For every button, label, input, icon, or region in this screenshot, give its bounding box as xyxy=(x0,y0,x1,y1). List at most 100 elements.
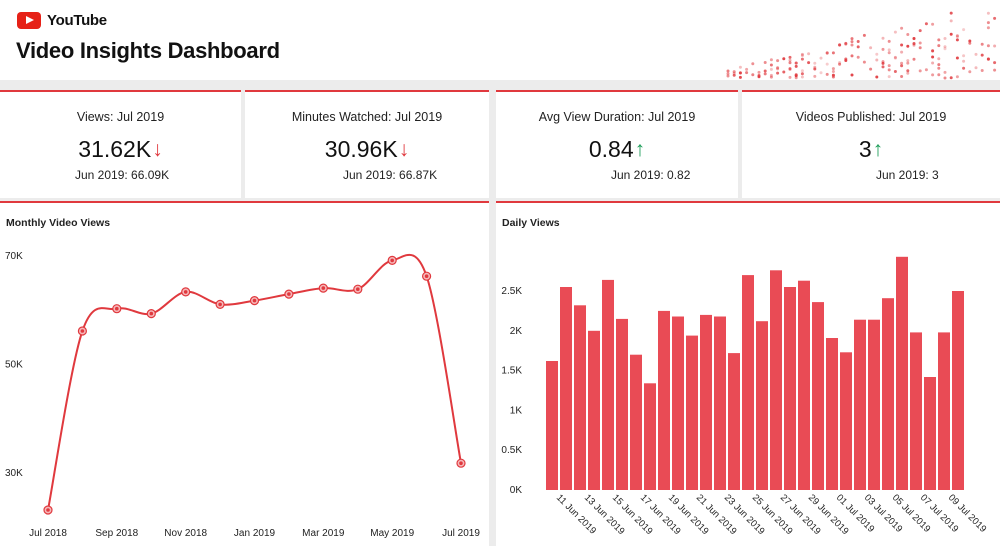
decor-dot xyxy=(980,42,984,46)
decor-dot xyxy=(875,52,879,56)
decor-dot xyxy=(813,67,817,71)
bar xyxy=(560,287,572,490)
decor-dot xyxy=(931,61,935,65)
y-tick-label: 2.5K xyxy=(501,286,522,297)
decor-dot xyxy=(912,57,916,61)
decor-dot xyxy=(782,70,786,74)
x-tick-label: May 2019 xyxy=(370,528,414,539)
decor-dot xyxy=(931,22,935,26)
bar xyxy=(854,319,866,490)
y-tick-label: 0K xyxy=(510,485,523,496)
decor-dot xyxy=(800,72,804,76)
bar xyxy=(630,354,642,490)
decor-dot xyxy=(751,73,755,77)
decor-dot xyxy=(726,69,730,73)
decor-dot xyxy=(887,48,891,52)
decor-dot xyxy=(844,57,848,61)
decor-dot xyxy=(980,69,984,72)
x-tick-label: Sep 2018 xyxy=(95,528,138,539)
x-tick-label: Jan 2019 xyxy=(234,528,276,539)
decor-dot xyxy=(763,69,767,73)
decor-dot xyxy=(918,29,922,33)
kpi-label: Views: Jul 2019 xyxy=(76,110,165,124)
data-point-center xyxy=(183,290,188,294)
decor-dot xyxy=(782,57,786,61)
decor-dot xyxy=(937,44,941,48)
decor-dot xyxy=(769,67,773,71)
decor-dot xyxy=(974,52,978,56)
arrow-down-icon: ↓ xyxy=(398,138,410,161)
decor-dot xyxy=(943,70,947,74)
bar xyxy=(672,316,684,490)
decor-dot xyxy=(912,43,916,47)
decor-dot xyxy=(844,42,848,46)
kpi-value: 3 xyxy=(858,136,872,162)
decor-dot xyxy=(986,21,990,25)
decor-dot xyxy=(943,37,947,40)
decor-dot xyxy=(900,61,904,65)
decor-dot xyxy=(763,72,767,76)
decor-dot xyxy=(732,70,736,74)
data-point-center xyxy=(287,292,291,296)
kpi-previous: Jun 2019: 3 xyxy=(876,168,939,182)
decor-dot xyxy=(900,26,904,30)
brand-logo[interactable]: YouTube xyxy=(17,12,107,29)
decor-dot xyxy=(881,36,885,40)
bar xyxy=(868,319,880,490)
decor-dot xyxy=(986,26,990,30)
decor-dot xyxy=(949,11,953,15)
decor-dot xyxy=(906,59,910,63)
x-tick-label: Jul 2018 xyxy=(29,528,67,539)
monthly-views-panel: Monthly Video Views 30K 50K 70K Jul 2018 Sep… xyxy=(0,201,489,546)
decor-dot xyxy=(726,72,730,76)
bar xyxy=(602,279,614,490)
bar xyxy=(742,275,754,490)
decor-dot xyxy=(825,72,829,76)
decor-dot xyxy=(831,70,835,73)
decor-dot xyxy=(776,71,780,75)
decor-dot xyxy=(757,75,761,79)
x-tick-label: Jul 2019 xyxy=(442,528,480,539)
decor-dot xyxy=(825,51,829,55)
decor-dot xyxy=(949,76,953,80)
decor-dot xyxy=(881,65,885,69)
decor-dot xyxy=(906,69,910,73)
y-tick-label: 30K xyxy=(5,468,23,479)
bar xyxy=(924,377,936,490)
kpi-value: 0.84 xyxy=(588,136,634,162)
bar xyxy=(700,314,712,490)
decor-dot xyxy=(887,68,891,72)
decor-dot xyxy=(732,73,736,77)
decor-dot xyxy=(869,46,873,50)
decor-dot xyxy=(757,70,761,74)
x-tick-label: Nov 2018 xyxy=(164,528,207,539)
decor-dot xyxy=(745,67,749,71)
decor-dot xyxy=(912,42,916,46)
decor-dot xyxy=(993,44,997,48)
y-tick-label: 0.5K xyxy=(501,445,522,456)
bar xyxy=(910,332,922,490)
decor-dot xyxy=(788,58,792,62)
bar xyxy=(896,256,908,490)
data-point-center xyxy=(424,274,429,278)
decor-dot xyxy=(887,64,891,68)
bar xyxy=(938,332,950,490)
decor-dot xyxy=(825,51,829,55)
decor-dot xyxy=(875,58,879,62)
decor-dot xyxy=(794,76,798,80)
decor-dot xyxy=(831,75,835,79)
decor-dot xyxy=(856,45,860,49)
decor-dot xyxy=(850,73,854,77)
decor-dot xyxy=(931,49,935,53)
bar xyxy=(826,338,838,490)
decor-dot xyxy=(788,55,792,59)
decor-dot xyxy=(931,73,935,77)
decor-dot xyxy=(819,56,823,60)
bar xyxy=(798,280,810,490)
decor-dot xyxy=(912,37,916,40)
decor-dot xyxy=(906,44,910,48)
decor-dot xyxy=(962,54,966,58)
decor-dot xyxy=(800,57,804,61)
data-point-center xyxy=(390,258,395,263)
